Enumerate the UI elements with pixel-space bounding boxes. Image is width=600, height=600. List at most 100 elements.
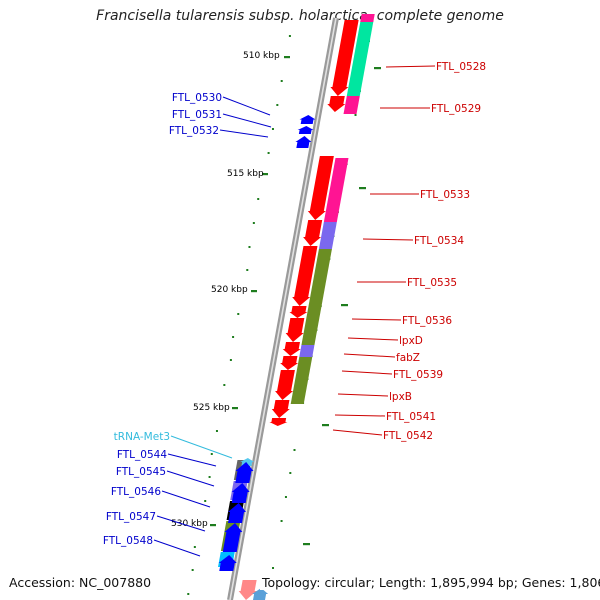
forward-gene-arrow xyxy=(238,580,257,600)
minor-tick xyxy=(237,313,240,315)
cog-segment xyxy=(308,249,332,306)
gene-label-ftl_0530[interactable]: FTL_0530 xyxy=(172,92,222,104)
gene-label-ftl_0533[interactable]: FTL_0533 xyxy=(420,189,470,201)
label-leader-line xyxy=(156,515,206,532)
gene-label-ftl_0529[interactable]: FTL_0529 xyxy=(431,103,481,115)
forward-gene-arrow xyxy=(269,418,288,426)
gene-labels: FTL_0528 FTL_0529 FTL_0533 FTL_0534 FTL_0535… xyxy=(103,61,486,557)
forward-gene-arrow xyxy=(275,370,295,400)
minor-tick xyxy=(257,198,260,200)
label-leader-line xyxy=(222,113,272,128)
label-leader-line xyxy=(341,370,393,375)
forward-gene-arrow xyxy=(327,96,346,112)
gene-label-ftl_0542[interactable]: FTL_0542 xyxy=(383,430,433,442)
gene-label-ftl_0539[interactable]: FTL_0539 xyxy=(393,369,443,381)
reverse-gene-arrow xyxy=(295,136,312,148)
minor-tick xyxy=(284,496,287,498)
minor-tick xyxy=(276,104,279,106)
major-tick xyxy=(232,407,238,410)
label-leader-line xyxy=(362,238,414,241)
minor-tick xyxy=(271,128,274,130)
label-leader-line xyxy=(222,96,271,116)
gene-label-ftl_0544[interactable]: FTL_0544 xyxy=(117,449,167,461)
gene-label-lpxb[interactable]: lpxB xyxy=(389,391,412,403)
label-leader-line xyxy=(351,318,402,321)
gene-label-ftl_0541[interactable]: FTL_0541 xyxy=(386,411,436,423)
reverse-gene-arrow xyxy=(218,555,237,571)
minor-tick xyxy=(229,359,232,361)
major-tick xyxy=(210,524,216,527)
gene-label-fabz[interactable]: fabZ xyxy=(396,352,420,364)
gene-label-lpxd[interactable]: lpxD xyxy=(399,335,423,347)
reverse-gene-arrow xyxy=(252,588,269,600)
minor-tick xyxy=(187,593,190,595)
kbp-label: 530 kbp xyxy=(171,519,208,529)
minor-tick xyxy=(288,35,291,37)
gene-label-ftl_0548[interactable]: FTL_0548 xyxy=(103,535,153,547)
major-tick xyxy=(251,290,257,293)
reverse-gene-arrows xyxy=(218,115,316,600)
label-leader-line xyxy=(170,435,233,459)
minor-tick xyxy=(293,449,296,451)
cog-segment xyxy=(343,96,360,114)
forward-gene-arrow xyxy=(303,220,323,246)
forward-gene-arrow xyxy=(271,400,290,418)
reverse-gene-arrow xyxy=(299,115,316,124)
gene-label-ftl_0531[interactable]: FTL_0531 xyxy=(172,109,222,121)
gene-label-ftl_0545[interactable]: FTL_0545 xyxy=(116,466,166,478)
major-tick xyxy=(322,424,329,427)
forward-gene-arrows xyxy=(238,20,359,600)
kbp-label: 520 kbp xyxy=(211,285,248,295)
label-leader-line xyxy=(337,393,389,397)
trna-arrow xyxy=(240,458,255,466)
gene-label-ftl_0546[interactable]: FTL_0546 xyxy=(111,486,161,498)
gene-label-ftl_0535[interactable]: FTL_0535 xyxy=(407,277,457,289)
forward-gene-arrow xyxy=(280,356,299,370)
label-leader-line xyxy=(332,429,383,436)
gene-label-ftl_0528[interactable]: FTL_0528 xyxy=(436,61,486,73)
minor-tick xyxy=(191,569,194,571)
forward-gene-arrow xyxy=(289,306,308,318)
reverse-gene-arrow xyxy=(235,462,254,483)
kbp-label: 515 kbp xyxy=(227,169,264,179)
minor-tick xyxy=(248,246,251,248)
forward-gene-arrow xyxy=(330,20,359,96)
gene-label-ftl_0547[interactable]: FTL_0547 xyxy=(106,511,156,523)
label-leader-line xyxy=(153,539,201,557)
cog-segment xyxy=(318,222,337,249)
map-title: Francisella tularensis subsp. holarctica… xyxy=(96,8,504,24)
forward-gene-arrow xyxy=(292,246,318,306)
cog-segment xyxy=(323,158,349,222)
minor-tick xyxy=(210,453,213,455)
minor-tick xyxy=(193,546,196,548)
kbp-label: 510 kbp xyxy=(243,51,280,61)
minor-tick xyxy=(232,336,235,338)
cog-segment xyxy=(346,20,374,96)
label-leader-line xyxy=(343,353,396,358)
gene-label-ftl_0532[interactable]: FTL_0532 xyxy=(169,125,219,137)
reverse-gene-arrow xyxy=(222,523,243,552)
gene-label-trna-met3[interactable]: tRNA-Met3 xyxy=(114,431,170,443)
minor-tick xyxy=(204,500,207,502)
label-leader-line xyxy=(334,414,386,417)
forward-gene-arrow xyxy=(282,342,301,356)
major-tick xyxy=(303,543,310,546)
major-tick xyxy=(341,304,348,307)
reverse-gene-arrow xyxy=(297,126,314,134)
label-leader-line xyxy=(166,470,215,487)
minor-tick xyxy=(280,80,283,82)
gene-label-ftl_0536[interactable]: FTL_0536 xyxy=(402,315,452,327)
backbone xyxy=(227,17,339,600)
cog-segment xyxy=(301,306,322,345)
major-tick xyxy=(374,67,381,70)
forward-gene-arrow xyxy=(307,156,334,220)
minor-tick xyxy=(289,472,292,474)
gene-label-ftl_0534[interactable]: FTL_0534 xyxy=(414,235,464,247)
minor-tick xyxy=(354,114,357,116)
forward-gene-arrow xyxy=(285,318,305,342)
label-leader-line xyxy=(167,453,217,467)
major-tick xyxy=(284,56,290,59)
reverse-gene-arrow xyxy=(231,483,250,503)
